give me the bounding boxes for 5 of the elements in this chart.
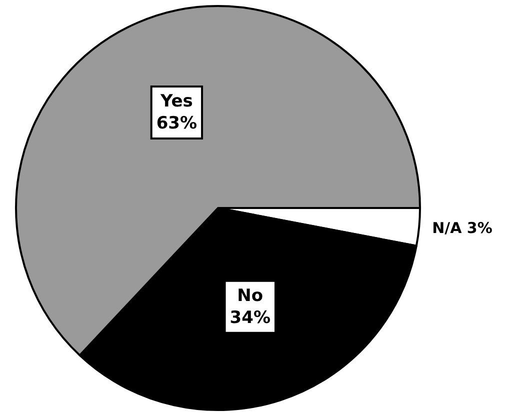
- slice-label: Yes: [159, 92, 193, 112]
- slice-label: N/A 3%: [432, 218, 492, 237]
- data-label: 34%: [230, 308, 270, 328]
- slice-label: No: [237, 286, 264, 306]
- data-label: 63%: [156, 114, 198, 134]
